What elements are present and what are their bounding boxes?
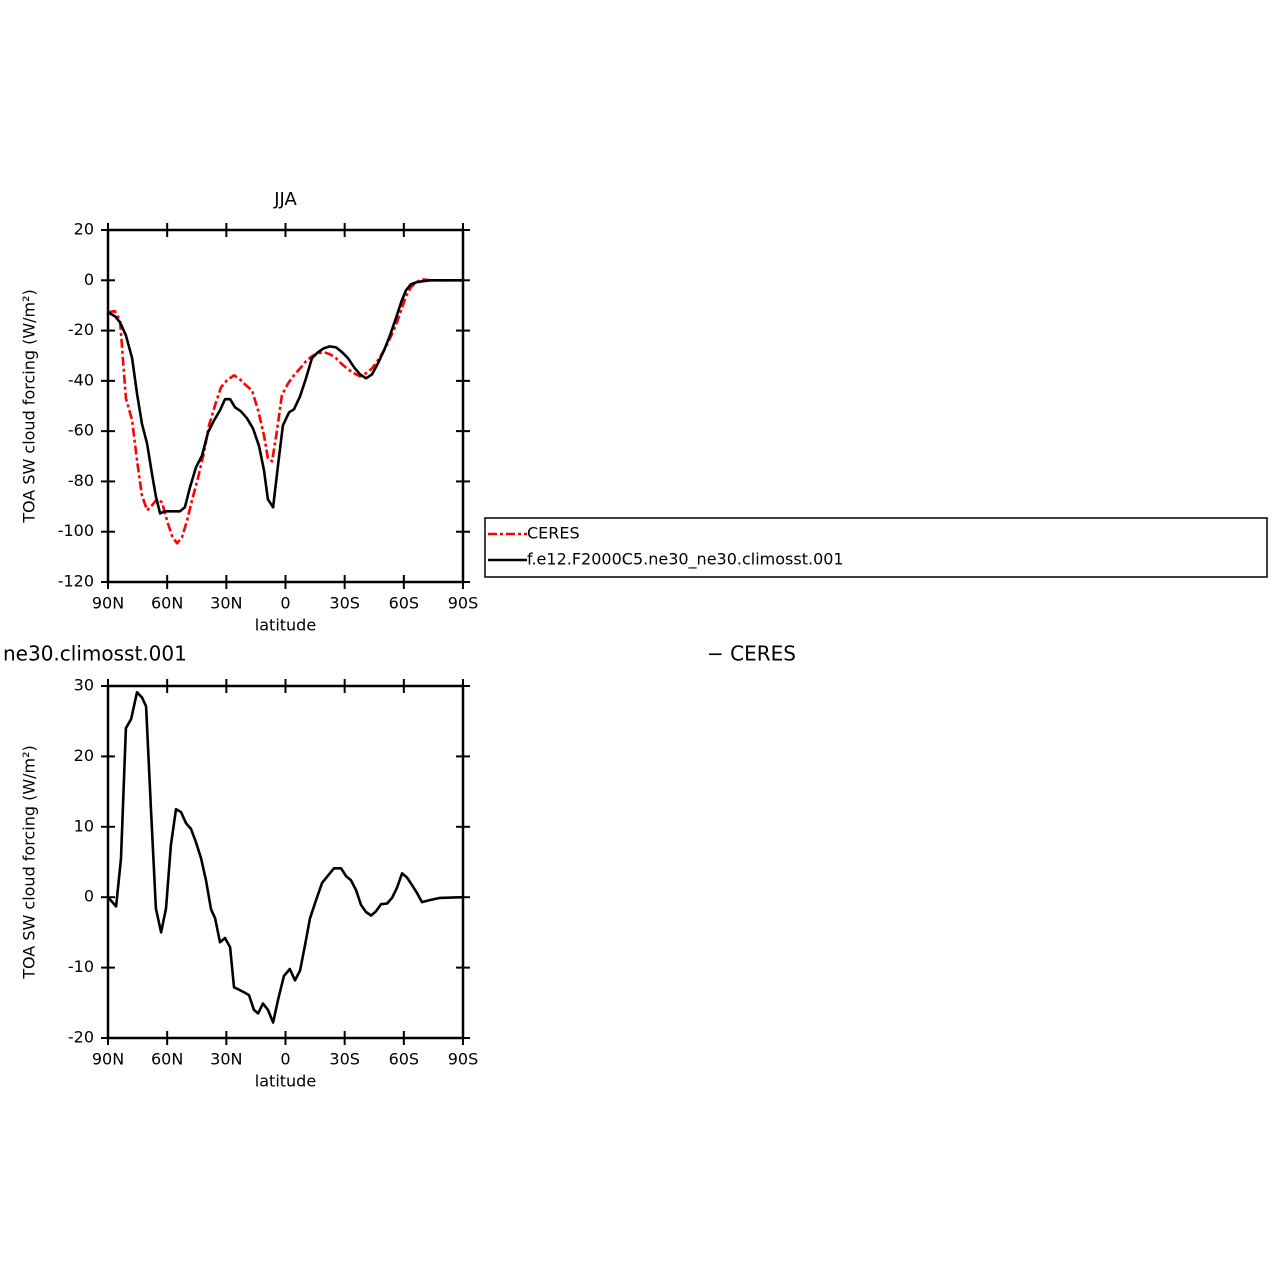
x-tick-label: 90N [92, 594, 124, 613]
x-tick-label: 30N [210, 1050, 242, 1069]
x-tick-label: 0 [280, 594, 290, 613]
legend-box [484, 517, 1268, 578]
y-tick-label: 30 [74, 676, 94, 695]
x-axis-label: latitude [255, 616, 316, 635]
x-tick-label: 0 [280, 1050, 290, 1069]
x-tick-label: 60S [389, 1050, 420, 1069]
data-line [107, 278, 463, 545]
data-line [107, 279, 463, 515]
x-tick-label: 30N [210, 594, 242, 613]
y-tick-label: -100 [58, 521, 94, 540]
y-tick-label: -20 [68, 320, 94, 339]
x-tick-label: 60S [389, 594, 420, 613]
plot-frame [106, 228, 465, 584]
y-tick-label: 0 [84, 887, 94, 906]
plot-frame [106, 684, 465, 1040]
x-tick-label: 30S [329, 1050, 360, 1069]
y-tick-label: -40 [68, 370, 94, 389]
y-tick-label: 10 [74, 816, 94, 835]
y-tick-label: -10 [68, 957, 94, 976]
chart-title: ne30.climosst.001 [3, 642, 187, 666]
x-tick-label: 90N [92, 1050, 124, 1069]
y-tick-label: 0 [84, 270, 94, 289]
x-tick-label: 60N [151, 1050, 183, 1069]
legend-label: CERES [527, 524, 580, 543]
y-tick-label: -80 [68, 471, 94, 490]
x-axis-label: latitude [255, 1072, 316, 1091]
legend-label: f.e12.F2000C5.ne30_ne30.climosst.001 [527, 550, 844, 570]
y-tick-label: -20 [68, 1028, 94, 1047]
y-tick-label: 20 [74, 220, 94, 239]
data-line [107, 691, 464, 1024]
x-tick-label: 90S [448, 594, 479, 613]
y-tick-label: -60 [68, 421, 94, 440]
x-tick-label: 30S [329, 594, 360, 613]
chart-title: − CERES [707, 642, 796, 666]
chart-title: JJA [273, 189, 297, 210]
x-tick-label: 90S [448, 1050, 479, 1069]
y-axis-label: TOA SW cloud forcing (W/m²) [20, 289, 39, 524]
y-tick-label: 20 [74, 746, 94, 765]
y-tick-label: -120 [58, 572, 94, 591]
x-tick-label: 60N [151, 594, 183, 613]
y-axis-label: TOA SW cloud forcing (W/m²) [20, 745, 39, 980]
